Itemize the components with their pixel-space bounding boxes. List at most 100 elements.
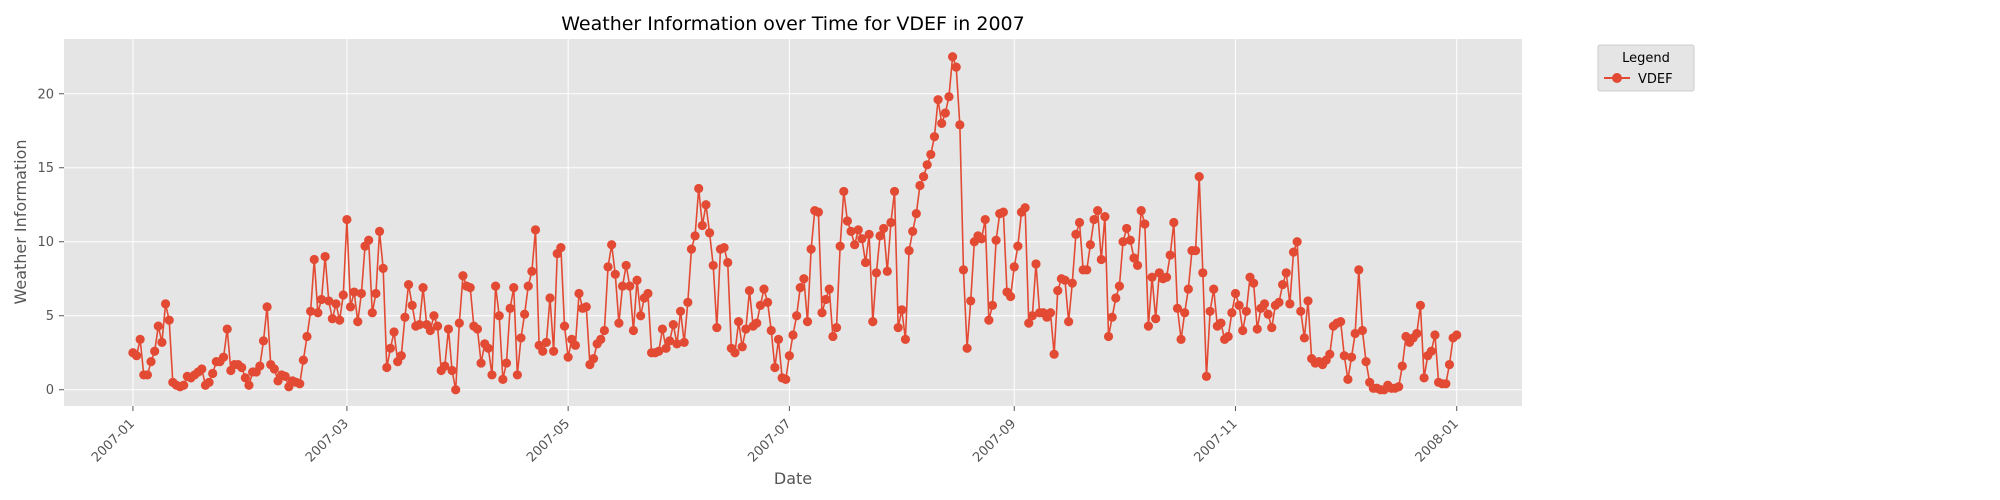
data-point [472,324,483,334]
data-point [654,346,664,356]
data-point [244,380,254,390]
data-point [806,244,816,254]
data-point [1013,241,1023,251]
data-point [741,324,751,334]
data-point [596,334,606,345]
data-point [563,352,573,362]
legend-entry-vdef: VDEF [1638,72,1673,87]
data-point [1132,260,1143,271]
data-point [378,263,388,273]
data-point [505,303,515,313]
data-point [1053,285,1063,296]
data-point [1031,259,1041,269]
x-tick-label: 2007-01 [89,416,138,465]
data-point [984,315,994,325]
data-point [385,343,396,353]
data-point [425,325,435,336]
data-point [947,52,958,62]
data-point [701,200,711,210]
data-point [795,283,805,293]
data-point [367,308,377,318]
data-point [632,275,642,285]
x-tick-label: 2007-05 [524,416,573,465]
data-point [530,225,541,235]
data-point [929,132,940,142]
data-point [1129,253,1139,263]
data-point [1045,308,1056,318]
data-point [295,379,305,389]
data-point [331,299,341,309]
data-point [327,314,337,324]
data-point [628,325,639,336]
data-point [781,374,791,384]
data-point [1278,280,1288,290]
data-point [868,317,878,327]
data-point [135,334,145,345]
data-point [1006,291,1016,302]
data-point [313,308,323,318]
data-point [1190,246,1201,256]
data-point [1089,214,1099,225]
data-point [897,305,907,315]
data-point [1227,308,1237,318]
data-point [1397,361,1407,371]
data-point [1114,281,1125,291]
data-point [1346,352,1357,362]
data-point [665,336,675,346]
data-point [1357,325,1368,336]
data-point [1230,288,1241,299]
data-point [668,320,678,330]
data-point [418,283,428,293]
data-point [599,325,610,336]
data-point [353,317,363,327]
data-point [962,343,972,353]
data-point [1303,296,1313,306]
data-point [1107,312,1117,322]
data-point [1118,237,1128,247]
x-axis-ticks: 2007-01 2007-03 2007-05 2007-07 2007-09 2007-… [89,406,1462,465]
data-point [784,351,794,361]
data-point [414,320,425,330]
y-tick-label: 10 [37,235,54,250]
y-tick-label: 5 [46,309,54,324]
data-point [240,373,250,383]
data-point [842,216,853,226]
data-point [1020,203,1030,213]
data-point [487,370,497,380]
data-point [208,368,218,379]
data-point [657,324,668,334]
data-point [987,300,998,310]
data-point [893,322,903,333]
data-point [549,346,559,356]
data-point [1274,297,1284,308]
data-point [316,294,327,305]
data-point [255,361,265,371]
data-point [802,317,813,327]
data-point [1071,229,1081,239]
data-point [1394,382,1404,392]
data-point [1241,306,1251,316]
legend: Legend VDEF [1597,44,1695,92]
y-axis-ticks: 0 5 10 15 20 [37,87,64,398]
data-point [636,311,646,321]
data-point [839,186,849,197]
data-point [538,346,548,356]
data-point [581,302,591,312]
data-point [342,214,352,225]
data-point [697,220,707,231]
data-point [904,246,914,256]
data-point [966,296,976,306]
data-point [491,281,501,291]
data-point [766,325,776,336]
data-point [621,260,631,271]
data-point [476,358,486,368]
grid [64,39,1522,406]
data-point [218,352,229,362]
data-point [483,343,493,353]
data-point [958,265,969,275]
data-point [527,266,537,276]
data-point [1100,211,1110,222]
data-point [918,172,929,182]
data-point [222,324,232,334]
data-point [396,351,406,361]
